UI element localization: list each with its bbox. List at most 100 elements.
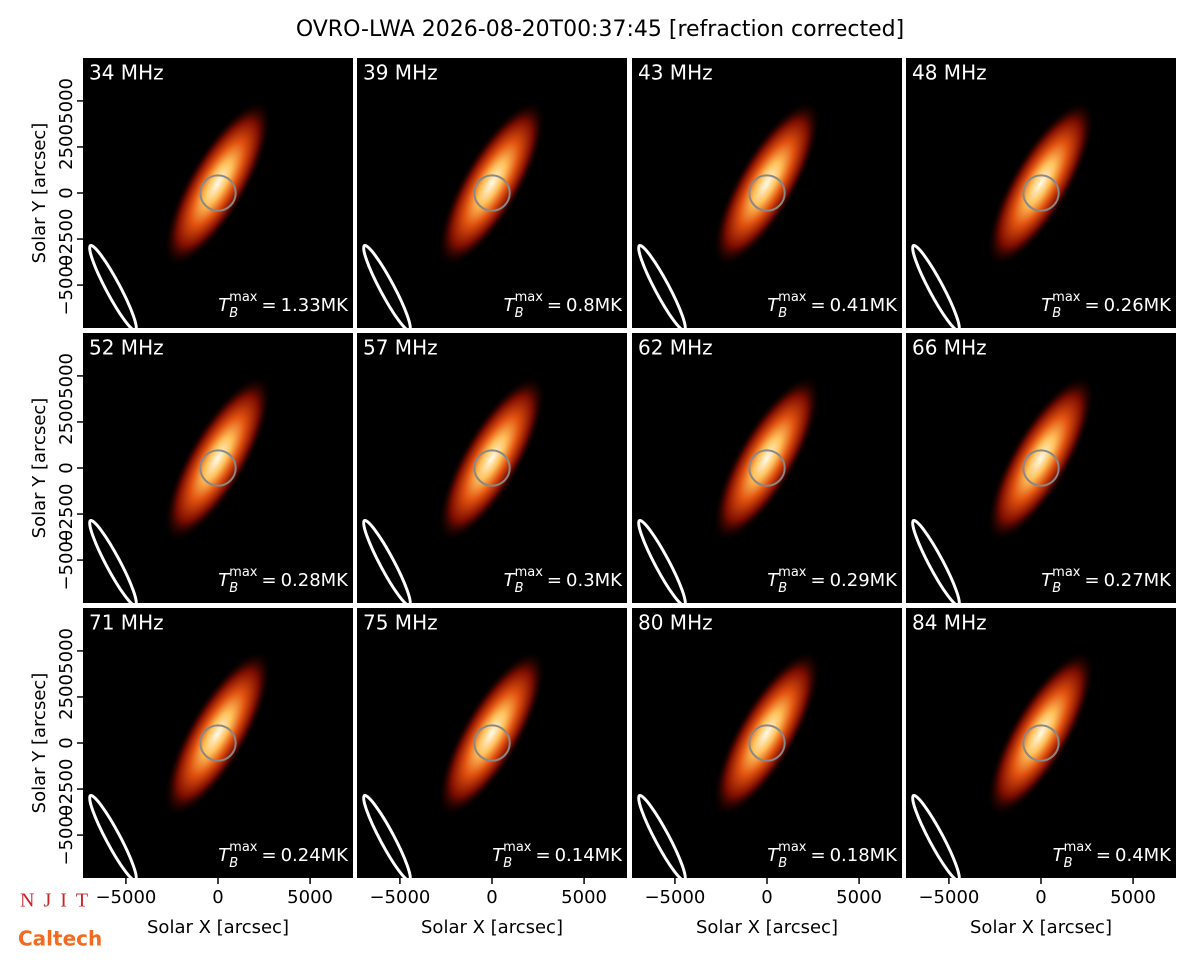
logo-caltech: Caltech xyxy=(18,927,102,951)
tb-symbol: T xyxy=(218,295,231,316)
tb-symbol: T xyxy=(1041,295,1054,316)
tb-sub: B xyxy=(515,306,524,321)
tb-symbol: T xyxy=(492,845,505,866)
emission-source xyxy=(986,99,1095,268)
emission-source xyxy=(986,374,1095,543)
panel: 43 MHz TBmax = 0.41MK xyxy=(632,58,902,328)
beam xyxy=(911,243,961,328)
x-tick-label: 0 xyxy=(761,887,772,908)
x-tick-label: −5000 xyxy=(644,887,705,908)
tb-symbol: T xyxy=(767,845,780,866)
frequency-label: 34 MHz xyxy=(89,61,164,85)
x-axis-label: Solar X [arcsec] xyxy=(970,917,1112,938)
tb-value: 0.28 xyxy=(281,570,321,591)
frequency-label: 43 MHz xyxy=(638,61,713,85)
tb-unit: MK xyxy=(595,570,624,591)
solar-disk xyxy=(1022,174,1060,212)
tb-value: 0.26 xyxy=(1104,295,1144,316)
x-tick-label: −5000 xyxy=(369,887,430,908)
frequency-label: 62 MHz xyxy=(638,336,713,360)
panel-content xyxy=(362,374,546,603)
panel-content xyxy=(637,649,821,878)
emission-source xyxy=(712,649,821,818)
panel: 80 MHz TBmax = 0.18MK xyxy=(632,608,902,878)
solar-disk xyxy=(199,449,237,487)
panel: 52 MHz TBmax = 0.28MK xyxy=(83,333,353,603)
tb-value: 0.4 xyxy=(1115,845,1144,866)
tb-sup: max xyxy=(1052,565,1081,580)
tb-sup: max xyxy=(778,565,807,580)
tb-value: 0.29 xyxy=(830,570,870,591)
tb-sup: max xyxy=(778,290,807,305)
panel-content xyxy=(911,649,1095,878)
tb-sup: max xyxy=(229,565,258,580)
emission-source xyxy=(437,649,546,818)
tb-max-label: TBmax = 0.26MK xyxy=(1041,290,1172,321)
x-tick-label: 0 xyxy=(212,887,223,908)
tb-equals: = xyxy=(1096,845,1111,866)
panel-content xyxy=(911,99,1095,328)
panel: 39 MHz TBmax = 0.8MK xyxy=(357,58,627,328)
panel-content xyxy=(362,649,546,878)
x-tick-label: 5000 xyxy=(561,887,607,908)
x-tick-label: 5000 xyxy=(1110,887,1156,908)
y-tick-label: 0 xyxy=(56,462,77,473)
y-tick-label: −5000 xyxy=(56,530,77,591)
panel-content xyxy=(637,99,821,328)
y-tick-label: −2500 xyxy=(56,209,77,270)
tb-sub: B xyxy=(229,856,238,871)
tb-symbol: T xyxy=(504,295,517,316)
tb-max-label: TBmax = 0.14MK xyxy=(492,840,623,871)
frequency-label: 84 MHz xyxy=(912,611,987,635)
tb-value: 0.14 xyxy=(555,845,595,866)
tb-symbol: T xyxy=(767,295,780,316)
emission-source xyxy=(712,374,821,543)
panel-content xyxy=(637,374,821,603)
logo-njit: NJIT xyxy=(20,890,97,912)
x-tick-label: 0 xyxy=(486,887,497,908)
beam xyxy=(911,793,961,878)
frequency-label: 52 MHz xyxy=(89,336,164,360)
tb-value: 0.27 xyxy=(1104,570,1144,591)
tb-equals: = xyxy=(535,845,550,866)
tb-value: 0.8 xyxy=(566,295,595,316)
y-tick-label: −2500 xyxy=(56,759,77,820)
emission-source xyxy=(163,99,272,268)
x-tick-label: 0 xyxy=(1035,887,1046,908)
tb-symbol: T xyxy=(504,570,517,591)
tb-value: 0.18 xyxy=(830,845,870,866)
frequency-label: 57 MHz xyxy=(363,336,438,360)
y-tick-label: −5000 xyxy=(56,255,77,316)
beam xyxy=(362,793,412,878)
tb-unit: MK xyxy=(595,295,624,316)
panel: 34 MHz TBmax = 1.33MK xyxy=(83,58,353,328)
panel-content xyxy=(911,374,1095,603)
tb-value: 1.33 xyxy=(281,295,321,316)
y-tick-label: 2500 xyxy=(56,399,77,445)
tb-sub: B xyxy=(778,306,787,321)
beam xyxy=(88,243,138,328)
frequency-label: 48 MHz xyxy=(912,61,987,85)
tb-equals: = xyxy=(1084,570,1099,591)
tb-max-label: TBmax = 0.4MK xyxy=(1053,840,1173,871)
tb-sub: B xyxy=(778,581,787,596)
tb-sub: B xyxy=(778,856,787,871)
tb-symbol: T xyxy=(218,570,231,591)
emission-source xyxy=(163,649,272,818)
solar-disk xyxy=(473,174,511,212)
tb-equals: = xyxy=(1084,295,1099,316)
tb-unit: MK xyxy=(870,295,899,316)
tb-sup: max xyxy=(515,290,544,305)
y-tick-label: 5000 xyxy=(56,78,77,124)
tb-sup: max xyxy=(1064,840,1093,855)
y-tick-label: 5000 xyxy=(56,628,77,674)
tb-sup: max xyxy=(778,840,807,855)
solar-disk xyxy=(473,724,511,762)
solar-disk xyxy=(748,174,786,212)
tb-symbol: T xyxy=(218,845,231,866)
beam xyxy=(637,243,687,328)
frequency-label: 66 MHz xyxy=(912,336,987,360)
tb-equals: = xyxy=(810,845,825,866)
tb-max-label: TBmax = 0.28MK xyxy=(218,565,349,596)
